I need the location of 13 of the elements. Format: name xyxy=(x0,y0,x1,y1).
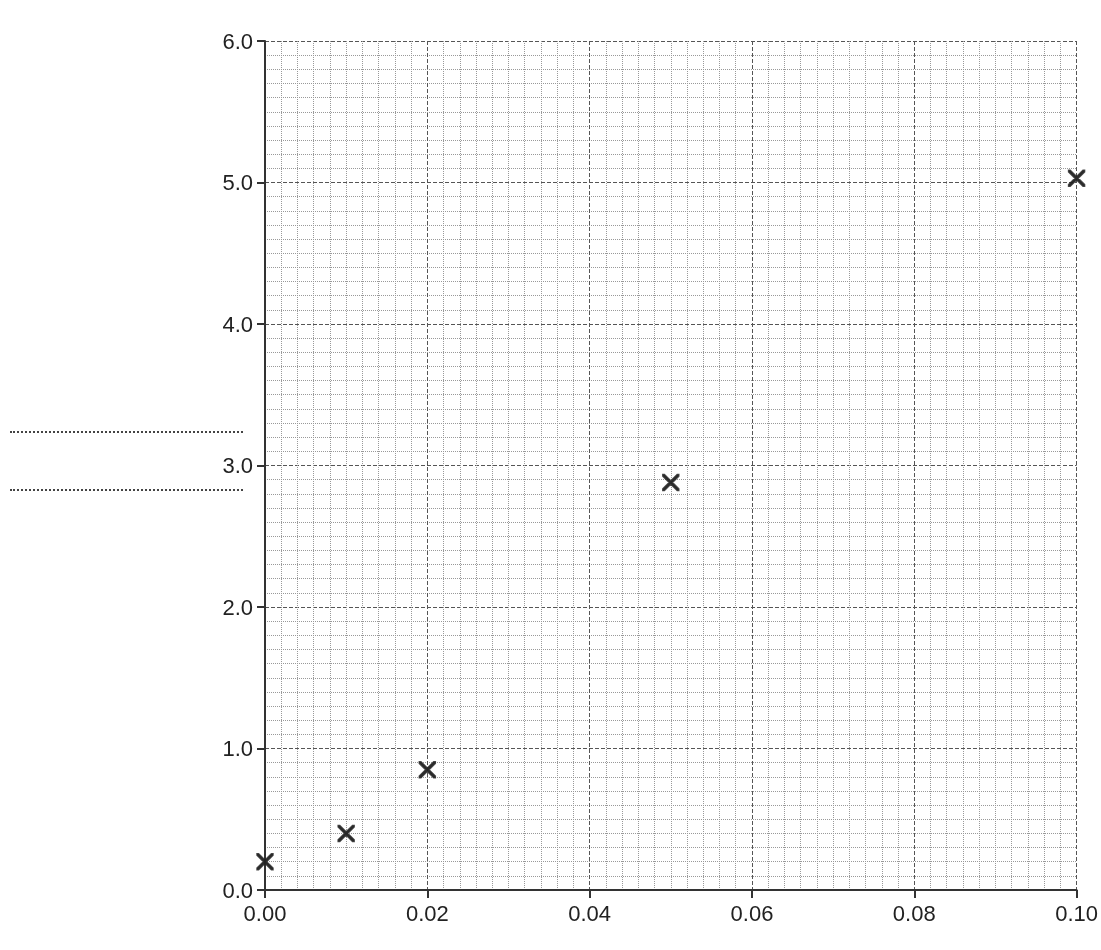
x-tick-label: 0.04 xyxy=(568,900,612,926)
x-tick-label: 0.08 xyxy=(892,900,936,926)
x-tick-label: 0.02 xyxy=(405,900,449,926)
x-tick-label: 0.06 xyxy=(730,900,774,926)
y-tick-label: 2.0 xyxy=(222,594,253,620)
y-tick-label: 6.0 xyxy=(222,28,253,54)
x-tick-label: 0.10 xyxy=(1055,900,1098,926)
y-tick-label: 1.0 xyxy=(222,736,253,761)
y-tick-label: 5.0 xyxy=(222,170,253,195)
y-tick-label: 4.0 xyxy=(222,311,253,337)
y-tick-label: 3.0 xyxy=(222,453,253,478)
y-tick-label: 0.0 xyxy=(222,877,253,903)
x-tick-label: 0.00 xyxy=(243,900,287,926)
